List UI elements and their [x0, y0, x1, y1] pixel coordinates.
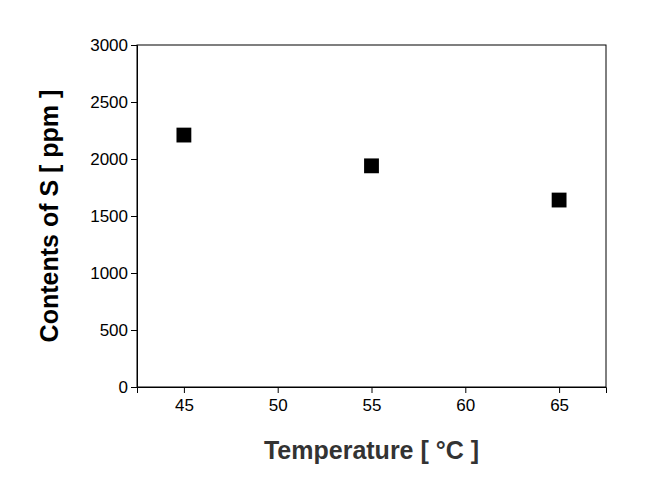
- y-tick-mark: [131, 159, 137, 160]
- x-tick-mark: [372, 387, 373, 393]
- x-tick-mark: [465, 387, 466, 393]
- y-tick: 1500: [90, 207, 137, 226]
- points: [176, 128, 566, 208]
- chart: 45 50 55 60 65 0 500 1000 1500 2000 2500 3000 Temper…: [0, 0, 659, 495]
- x-tick-label: 65: [550, 396, 569, 415]
- y-tick: 3000: [90, 36, 137, 55]
- y-axis-line: [131, 46, 138, 388]
- y-tick: 2000: [90, 150, 137, 169]
- point: [364, 158, 379, 173]
- x-tick: 45: [175, 387, 194, 415]
- y-tick-label: 2500: [90, 93, 128, 112]
- y-tick-label: 1000: [90, 264, 128, 283]
- y-tick-mark: [131, 45, 137, 46]
- y-tick-mark: [131, 330, 137, 331]
- x-tick-label: 55: [363, 396, 382, 415]
- plot-frame: [137, 45, 606, 387]
- x-tick-label: 50: [269, 396, 288, 415]
- y-tick-label: 500: [100, 321, 128, 340]
- x-tick-mark: [184, 387, 185, 393]
- x-tick: 65: [550, 387, 569, 415]
- point: [176, 128, 191, 143]
- y-tick: 0: [119, 378, 137, 397]
- x-tick-label: 60: [456, 396, 475, 415]
- plot-area: 45 50 55 60 65 0 500 1000 1500 2000 2500 3000: [90, 36, 606, 415]
- x-axis-line: [138, 388, 607, 394]
- y-tick-mark: [131, 387, 137, 388]
- y-tick: 1000: [90, 264, 137, 283]
- x-tick-mark: [278, 387, 279, 393]
- point: [552, 193, 567, 208]
- y-axis-title: Contents of S [ ppm ]: [35, 90, 63, 343]
- y-tick: 500: [100, 321, 137, 340]
- x-axis: 45 50 55 60 65: [138, 387, 607, 415]
- y-tick-label: 0: [119, 378, 128, 397]
- y-tick-label: 3000: [90, 36, 128, 55]
- x-tick-label: 45: [175, 396, 194, 415]
- x-tick-mark: [559, 387, 560, 393]
- y-tick-label: 2000: [90, 150, 128, 169]
- x-tick: 55: [363, 387, 382, 415]
- y-tick-label: 1500: [90, 207, 128, 226]
- y-tick-mark: [131, 273, 137, 274]
- y-tick-mark: [131, 102, 137, 103]
- y-tick-mark: [131, 216, 137, 217]
- x-tick: 60: [456, 387, 475, 415]
- y-tick: 2500: [90, 93, 137, 112]
- y-axis: 0 500 1000 1500 2000 2500 3000: [90, 36, 137, 397]
- x-tick: 50: [269, 387, 288, 415]
- x-axis-title: Temperature [ °C ]: [264, 436, 479, 464]
